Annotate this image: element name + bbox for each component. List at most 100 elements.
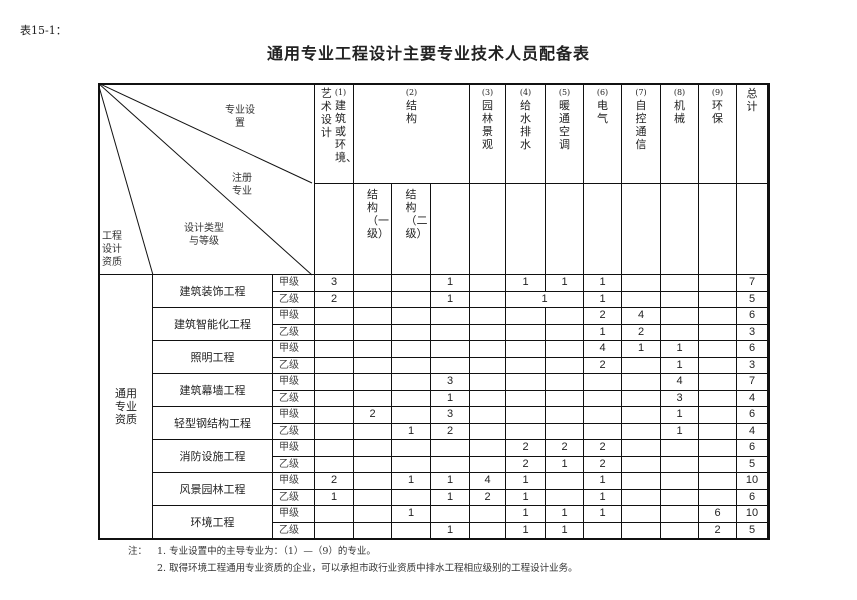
value-cell: 2 bbox=[469, 488, 506, 506]
table-row: 照明工程 甲级 4 1 1 6 bbox=[99, 340, 769, 374]
value-cell: 4 bbox=[469, 472, 506, 490]
value-cell: 3 bbox=[430, 406, 470, 424]
value-cell bbox=[660, 455, 699, 473]
value-cell: 4 bbox=[736, 422, 768, 440]
value-cell bbox=[314, 505, 354, 523]
sub-header-empty bbox=[698, 183, 737, 275]
value-cell: 2 bbox=[505, 439, 546, 457]
value-cell bbox=[660, 323, 699, 341]
value-cell: 1 bbox=[545, 521, 584, 540]
value-cell bbox=[621, 356, 661, 374]
value-cell bbox=[698, 373, 737, 391]
grade-label: 乙级 bbox=[272, 389, 315, 407]
table-number: 表15-1： bbox=[20, 24, 67, 37]
value-cell bbox=[469, 290, 506, 308]
col-header-3: (3) 园林景观 bbox=[469, 83, 506, 184]
table-row: 建筑智能化工程 甲级 2 4 6 bbox=[99, 307, 769, 341]
grade-label: 乙级 bbox=[272, 521, 315, 540]
value-cell bbox=[698, 274, 737, 292]
value-cell: 10 bbox=[736, 505, 768, 523]
value-cell: 2 bbox=[314, 290, 354, 308]
value-cell: 2 bbox=[430, 422, 470, 440]
value-cell bbox=[469, 389, 506, 407]
value-cell: 1 bbox=[505, 290, 584, 308]
value-cell bbox=[621, 488, 661, 506]
value-cell bbox=[469, 323, 506, 341]
value-cell bbox=[505, 356, 546, 374]
table-row: 轻型钢结构工程 甲级 2 3 1 6 bbox=[99, 406, 769, 440]
value-cell bbox=[391, 323, 431, 341]
value-cell: 1 bbox=[505, 274, 546, 292]
value-cell bbox=[660, 307, 699, 325]
col-1-name2: 艺术设计 bbox=[320, 87, 332, 139]
notes-prefix: 注： bbox=[128, 546, 148, 557]
value-cell bbox=[698, 488, 737, 506]
value-cell bbox=[621, 505, 661, 523]
value-cell bbox=[621, 439, 661, 457]
value-cell bbox=[314, 439, 354, 457]
value-cell: 5 bbox=[736, 521, 768, 540]
value-cell bbox=[353, 356, 392, 374]
value-cell: 2 bbox=[314, 472, 354, 490]
value-cell bbox=[505, 307, 546, 325]
value-cell bbox=[621, 373, 661, 391]
value-cell: 3 bbox=[314, 274, 354, 292]
col-header-7: (7) 自控通信 bbox=[621, 83, 661, 184]
value-cell bbox=[621, 455, 661, 473]
value-cell: 1 bbox=[621, 340, 661, 358]
project-name: 建筑幕墙工程 bbox=[152, 373, 273, 407]
value-cell: 1 bbox=[545, 505, 584, 523]
value-cell bbox=[469, 439, 506, 457]
value-cell bbox=[353, 472, 392, 490]
value-cell bbox=[545, 488, 584, 506]
value-cell bbox=[698, 389, 737, 407]
project-name: 照明工程 bbox=[152, 340, 273, 374]
value-cell: 1 bbox=[505, 472, 546, 490]
value-cell bbox=[353, 505, 392, 523]
value-cell bbox=[314, 389, 354, 407]
table-row: 乙级 1 1 2 1 1 6 bbox=[99, 488, 769, 506]
col-header-5: (5) 暖通空调 bbox=[545, 83, 584, 184]
value-cell bbox=[621, 521, 661, 540]
value-cell: 1 bbox=[583, 505, 622, 523]
col-4-num: (4) bbox=[519, 88, 532, 97]
value-cell bbox=[698, 340, 737, 358]
value-cell bbox=[430, 455, 470, 473]
sub-header-empty bbox=[314, 183, 354, 275]
value-cell bbox=[314, 521, 354, 540]
value-cell bbox=[545, 307, 584, 325]
value-cell bbox=[353, 307, 392, 325]
value-cell: 7 bbox=[736, 373, 768, 391]
project-name: 轻型钢结构工程 bbox=[152, 406, 273, 440]
value-cell bbox=[698, 307, 737, 325]
grade-label: 乙级 bbox=[272, 356, 315, 374]
value-cell bbox=[469, 455, 506, 473]
grade-label: 乙级 bbox=[272, 422, 315, 440]
value-cell bbox=[505, 340, 546, 358]
value-cell bbox=[353, 488, 392, 506]
value-cell: 2 bbox=[698, 521, 737, 540]
value-cell bbox=[698, 323, 737, 341]
col-1-name: 建筑或环境、 bbox=[335, 99, 353, 164]
project-name: 消防设施工程 bbox=[152, 439, 273, 473]
value-cell bbox=[353, 521, 392, 540]
value-cell bbox=[545, 422, 584, 440]
col-3-name: 园林景观 bbox=[482, 99, 493, 151]
value-cell: 1 bbox=[430, 521, 470, 540]
value-cell bbox=[583, 422, 622, 440]
value-cell bbox=[353, 422, 392, 440]
value-cell bbox=[391, 356, 431, 374]
value-cell bbox=[660, 521, 699, 540]
value-cell: 1 bbox=[314, 488, 354, 506]
value-cell bbox=[621, 274, 661, 292]
value-cell bbox=[660, 439, 699, 457]
value-cell: 3 bbox=[736, 323, 768, 341]
col-header-4: (4) 给水排水 bbox=[505, 83, 546, 184]
grade-label: 甲级 bbox=[272, 439, 315, 457]
value-cell bbox=[430, 323, 470, 341]
value-cell: 1 bbox=[430, 290, 470, 308]
value-cell bbox=[314, 356, 354, 374]
sub-header-structure-1: 结构（一级） bbox=[353, 183, 392, 275]
sub-header-empty bbox=[660, 183, 699, 275]
